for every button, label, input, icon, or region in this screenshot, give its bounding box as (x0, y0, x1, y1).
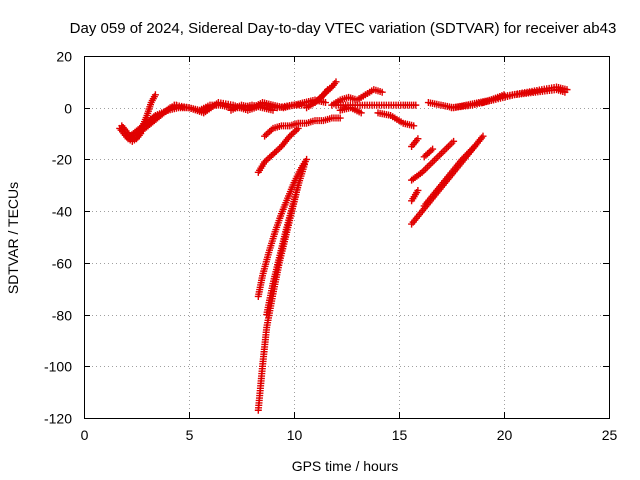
data-point (414, 135, 422, 143)
data-point (151, 91, 159, 99)
y-tick-label: -80 (52, 308, 72, 324)
y-tick-label: -60 (52, 256, 72, 272)
x-tick-label: 0 (81, 427, 89, 443)
series-arc-18 (263, 161, 308, 319)
series-arc-14 (261, 114, 344, 140)
series-arc-10 (328, 86, 386, 109)
data-point (464, 149, 472, 157)
data-point (410, 122, 418, 130)
grid-lines (84, 56, 609, 418)
y-tick-label: 20 (56, 49, 72, 65)
data-point (463, 151, 471, 159)
y-tick-label: -100 (44, 359, 72, 375)
y-tick-label: -120 (44, 411, 72, 427)
data-point (322, 99, 329, 107)
x-tick-label: 20 (497, 427, 513, 443)
series-arc-19 (408, 135, 422, 150)
data-point (412, 101, 420, 109)
y-tick-label: 0 (64, 101, 72, 117)
series-arc-27 (448, 86, 569, 112)
data-point (303, 155, 311, 163)
data-point (378, 88, 386, 96)
series-arc-12 (374, 109, 418, 130)
chart-title: Day 059 of 2024, Sidereal Day-to-day VTE… (70, 20, 617, 37)
x-tick-label: 25 (602, 427, 618, 443)
data-point (450, 137, 458, 145)
data-point (469, 144, 477, 152)
data-point (332, 78, 340, 86)
data-point (460, 154, 468, 162)
series-arc-24 (420, 143, 479, 210)
x-tick-label: 5 (186, 427, 194, 443)
data-point (294, 124, 302, 132)
series-arc-16 (254, 155, 311, 300)
data-point (414, 186, 422, 194)
data-point (461, 152, 469, 160)
series-arc-22 (420, 145, 437, 161)
axis-ticks: 0 5 10 15 20 25 -120 -100 -80 -60 -40 -20 0 20 (44, 49, 618, 444)
data-point (561, 88, 569, 96)
x-axis-label: GPS time / hours (292, 458, 399, 474)
data-point (458, 155, 466, 163)
data-point (357, 109, 365, 117)
series-arc-11 (332, 101, 420, 109)
x-tick-label: 15 (392, 427, 408, 443)
series-arc-21 (408, 137, 458, 184)
series-arc-13 (336, 104, 365, 117)
y-tick-label: -20 (52, 152, 72, 168)
data-point (328, 83, 336, 91)
data-point (471, 143, 479, 150)
data-point (429, 145, 437, 153)
data-points (116, 78, 571, 414)
series-arc-20 (408, 186, 422, 205)
data-point (316, 95, 324, 103)
series-arc-7 (227, 96, 329, 114)
y-axis-label: SDTVAR / TECUs (5, 182, 21, 294)
data-point (336, 114, 344, 122)
data-point (467, 146, 475, 154)
data-point (301, 161, 308, 169)
plot-frame (84, 56, 610, 419)
y-tick-label: -40 (52, 204, 72, 220)
series-arc-15 (254, 124, 302, 176)
x-tick-label: 10 (287, 427, 303, 443)
data-point (466, 147, 474, 155)
data-point (479, 132, 487, 140)
series-arc-9 (311, 83, 336, 107)
